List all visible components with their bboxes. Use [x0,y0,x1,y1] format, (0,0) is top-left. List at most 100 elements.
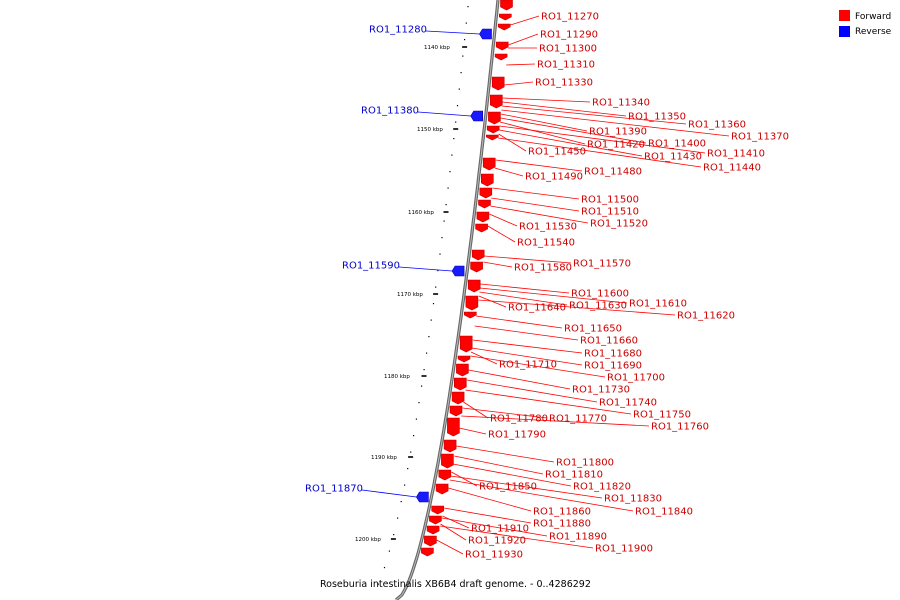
minor-tick-dot [445,204,447,206]
forward-leader-line [440,525,594,549]
forward-leader-line [476,315,563,329]
reverse-leader-line [425,30,480,35]
forward-leader-line [483,261,513,268]
forward-gene-label: RO1_11610 [629,299,687,310]
forward-gene-label: RO1_11730 [572,385,630,396]
minor-tick-dot [432,303,435,305]
forward-gene-label: RO1_11350 [628,112,686,123]
minor-tick-dot [443,220,445,222]
forward-leader-line [498,137,702,168]
forward-gene-block [485,134,499,141]
forward-gene-block [495,41,509,51]
forward-gene-label: RO1_11690 [584,361,642,372]
forward-leader-line [502,97,591,103]
forward-gene-block [441,453,454,469]
legend-label-reverse: Reverse [855,27,892,37]
forward-gene-label: RO1_11620 [677,311,735,322]
minor-tick-dot [393,534,395,536]
forward-gene-block [456,363,469,377]
minor-tick-dot [449,171,451,173]
legend-swatch-reverse [839,26,850,37]
major-tick-mark [443,211,449,213]
forward-gene-label: RO1_11440 [703,163,761,174]
minor-tick-dot [465,22,467,24]
tick-label: 1150 kbp [417,127,443,133]
minor-tick-dot [467,6,469,8]
major-tick-mark [453,128,459,130]
forward-gene-label: RO1_11660 [580,336,638,347]
forward-gene-block [486,125,500,134]
forward-gene-block [489,94,503,109]
minor-tick-dot [439,253,441,255]
tick-label: 1180 kbp [384,374,410,380]
forward-gene-label: RO1_11480 [584,167,642,178]
forward-leader-line [499,125,706,154]
forward-gene-block [491,76,505,91]
forward-leader-line [494,167,524,177]
reverse-gene-block [416,491,429,503]
forward-leader-line [456,445,555,463]
forward-gene-label: RO1_11800 [556,458,614,469]
forward-gene-label: RO1_11850 [479,482,537,493]
forward-gene-block [479,187,493,199]
forward-gene-label: RO1_11900 [595,544,653,555]
forward-gene-label: RO1_11520 [590,219,648,230]
reverse-gene-block [470,110,484,122]
forward-leader-line [468,369,571,390]
forward-leader-line [454,455,544,475]
forward-leader-line [479,287,628,304]
forward-leader-line [479,291,568,306]
minor-tick-dot [423,369,425,371]
forward-leader-line [459,427,487,435]
forward-leader-line [499,129,643,157]
minor-tick-dot [460,72,462,74]
forward-leader-line [480,283,570,294]
forward-gene-label: RO1_11330 [535,78,593,89]
minor-tick-dot [400,501,402,503]
forward-gene-label: RO1_11680 [584,349,642,360]
major-tick-mark [408,456,414,458]
minor-tick-dot [464,39,466,41]
forward-gene-label: RO1_11830 [604,494,662,505]
forward-gene-label: RO1_11920 [468,536,526,547]
forward-leader-line [492,187,580,200]
tick-label: 1160 kbp [408,210,434,216]
forward-gene-label: RO1_11400 [648,139,706,150]
minor-tick-dot [451,154,453,156]
forward-gene-label: RO1_11370 [731,132,789,143]
forward-leader-line [501,109,730,137]
forward-leader-line [474,325,579,341]
minor-tick-dot [410,451,412,453]
minor-ticks [377,6,469,585]
minor-tick-dot [435,286,437,288]
forward-leader-line [449,479,634,512]
reverse-gene-block [479,28,492,40]
minor-tick-dot [397,517,399,519]
forward-gene-label: RO1_11430 [644,152,702,163]
minor-tick-dot [421,385,423,387]
forward-gene-label: RO1_11740 [599,398,657,409]
forward-gene-block [421,547,434,557]
minor-tick-dot [426,352,428,354]
forward-leader-line [478,295,507,308]
minor-tick-dot [415,418,417,420]
forward-gene-label: RO1_11930 [465,550,523,561]
reverse-gene-label: RO1_11380 [361,106,419,117]
forward-leader-line [502,101,627,117]
forward-gene-label: RO1_11300 [539,44,597,55]
legend: Forward Reverse [839,10,892,37]
forward-gene-label: RO1_11500 [581,195,639,206]
forward-gene-label: RO1_11270 [541,12,599,23]
minor-tick-dot [404,484,406,486]
minor-tick-dot [458,88,460,90]
forward-gene-block [475,223,488,233]
forward-gene-label: RO1_11290 [540,30,598,41]
major-tick-mark [433,293,439,295]
major-tick-mark [462,46,468,48]
forward-leader-line [450,475,603,499]
forward-leader-line [436,539,464,555]
forward-gene-block [478,199,491,209]
forward-gene-label: RO1_11310 [537,60,595,71]
forward-gene-block [443,439,457,453]
